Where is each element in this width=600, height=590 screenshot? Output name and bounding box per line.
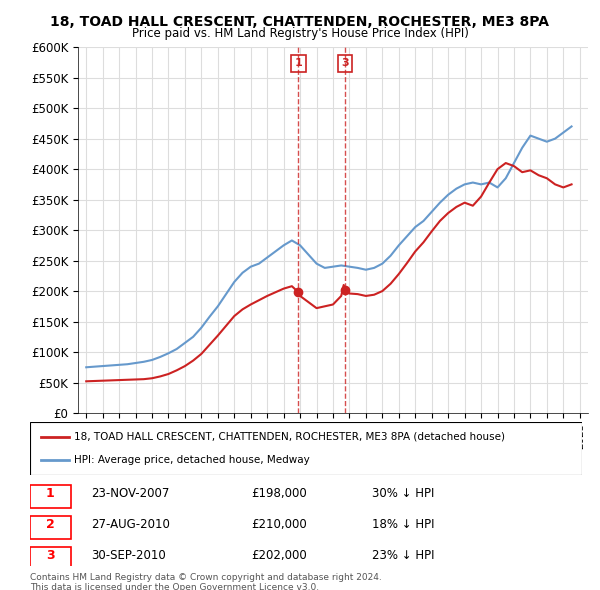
Text: 23-NOV-2007: 23-NOV-2007	[91, 487, 169, 500]
Text: £198,000: £198,000	[251, 487, 307, 500]
Text: HPI: Average price, detached house, Medway: HPI: Average price, detached house, Medw…	[74, 455, 310, 465]
Text: This data is licensed under the Open Government Licence v3.0.: This data is licensed under the Open Gov…	[30, 583, 319, 590]
Text: 18, TOAD HALL CRESCENT, CHATTENDEN, ROCHESTER, ME3 8PA: 18, TOAD HALL CRESCENT, CHATTENDEN, ROCH…	[50, 15, 550, 29]
Text: 23% ↓ HPI: 23% ↓ HPI	[372, 549, 435, 562]
Text: 18, TOAD HALL CRESCENT, CHATTENDEN, ROCHESTER, ME3 8PA (detached house): 18, TOAD HALL CRESCENT, CHATTENDEN, ROCH…	[74, 432, 505, 442]
Text: 3: 3	[341, 58, 349, 68]
Text: 27-AUG-2010: 27-AUG-2010	[91, 518, 170, 531]
Text: 1: 1	[295, 58, 302, 68]
Text: Contains HM Land Registry data © Crown copyright and database right 2024.: Contains HM Land Registry data © Crown c…	[30, 573, 382, 582]
Text: £210,000: £210,000	[251, 518, 307, 531]
Text: 30-SEP-2010: 30-SEP-2010	[91, 549, 166, 562]
Text: 30% ↓ HPI: 30% ↓ HPI	[372, 487, 434, 500]
Text: 18% ↓ HPI: 18% ↓ HPI	[372, 518, 435, 531]
Text: 1: 1	[46, 487, 55, 500]
Text: Price paid vs. HM Land Registry's House Price Index (HPI): Price paid vs. HM Land Registry's House …	[131, 27, 469, 40]
Text: £202,000: £202,000	[251, 549, 307, 562]
FancyBboxPatch shape	[30, 547, 71, 570]
FancyBboxPatch shape	[30, 516, 71, 539]
Text: 2: 2	[46, 518, 55, 531]
FancyBboxPatch shape	[30, 485, 71, 508]
Text: 3: 3	[46, 549, 55, 562]
FancyBboxPatch shape	[30, 422, 582, 475]
